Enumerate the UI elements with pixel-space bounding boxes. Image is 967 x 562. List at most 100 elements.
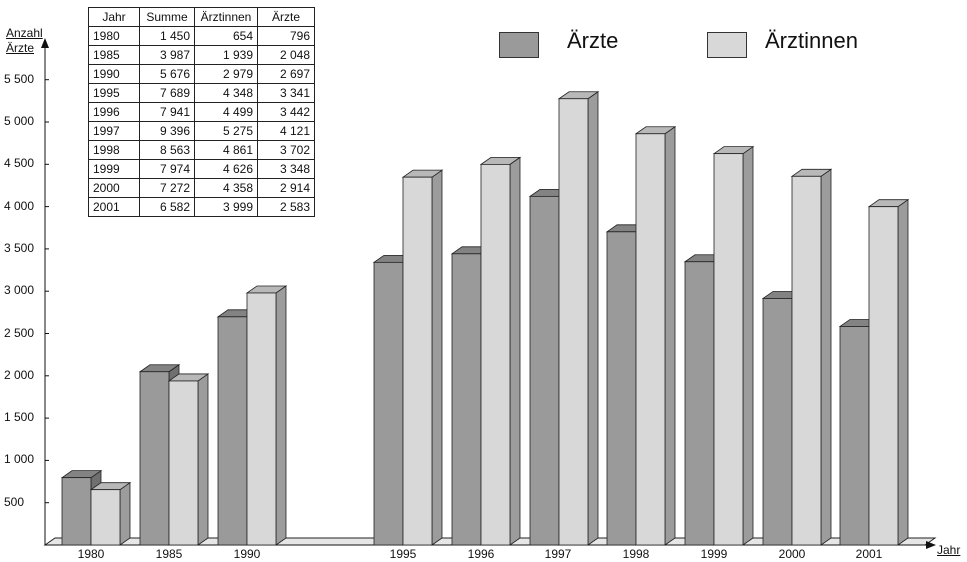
legend-label-aerzte: Ärzte <box>567 28 619 53</box>
y-tick-label: 4 500 <box>4 156 35 171</box>
y-axis-arrow <box>41 38 49 48</box>
table-row: 1990 5 676 2 979 2 697 <box>88 64 315 84</box>
table-cell-jahr: 1995 <box>88 83 140 103</box>
y-tick-label: 5 500 <box>4 71 35 86</box>
y-tick-label: 2 500 <box>4 325 35 340</box>
x-tick-label: 1985 <box>155 547 183 561</box>
table-cell-summe: 6 582 <box>139 197 195 217</box>
table-cell-aerzte: 796 <box>257 26 315 46</box>
bar-aerztinnen-side <box>742 145 754 546</box>
table-cell-aerzte: 3 442 <box>257 102 315 122</box>
bar-aerztinnen-side <box>820 168 832 546</box>
table-cell-summe: 7 689 <box>139 83 195 103</box>
table-cell-aerztinnen: 4 626 <box>194 159 258 179</box>
table-row: 1999 7 974 4 626 3 348 <box>88 159 315 179</box>
table-cell-aerzte: 3 341 <box>257 83 315 103</box>
bar-aerztinnen-side <box>664 125 676 546</box>
table-cell-summe: 1 450 <box>139 26 195 46</box>
data-table: Jahr Summe Ärztinnen Ärzte 1980 1 450 654 7… <box>88 7 315 217</box>
bar-aerztinnen <box>713 153 744 546</box>
table-cell-aerzte: 4 121 <box>257 121 315 141</box>
bar-aerztinnen-side <box>275 285 287 546</box>
table-cell-aerztinnen: 5 275 <box>194 121 258 141</box>
table-cell-jahr: 1999 <box>88 159 140 179</box>
y-axis-label-line1: Anzahl <box>6 26 43 40</box>
y-tick-label: 1 500 <box>4 410 35 425</box>
table-header-summe: Summe <box>139 7 195 27</box>
table-row: 1997 9 396 5 275 4 121 <box>88 121 315 141</box>
bar-aerztinnen <box>246 292 277 546</box>
table-cell-aerzte: 3 348 <box>257 159 315 179</box>
x-tick-label: 1998 <box>622 547 650 561</box>
bar-aerztinnen <box>168 380 199 546</box>
table-row: 2000 7 272 4 358 2 914 <box>88 178 315 198</box>
table-cell-jahr: 1980 <box>88 26 140 46</box>
bar-aerztinnen-side <box>431 169 443 546</box>
table-cell-aerzte: 2 697 <box>257 64 315 84</box>
table-cell-jahr: 1985 <box>88 45 140 65</box>
bar-aerztinnen <box>90 489 121 546</box>
y-tick-label: 2 000 <box>4 367 35 382</box>
table-cell-jahr: 1997 <box>88 121 140 141</box>
bar-aerzte <box>762 298 793 546</box>
y-tick-label: 3 500 <box>4 240 35 255</box>
table-header-aerztinnen: Ärztinnen <box>194 7 258 27</box>
bar-aerzte <box>139 371 170 546</box>
bar-aerzte <box>451 253 482 546</box>
bar-aerztinnen-side <box>197 373 209 546</box>
table-cell-aerzte: 2 583 <box>257 197 315 217</box>
bar-aerzte <box>217 316 248 546</box>
table-row: 1998 8 563 4 861 3 702 <box>88 140 315 160</box>
x-axis-label: Jahr <box>937 543 961 557</box>
y-tick-label: 1 000 <box>4 452 35 467</box>
x-tick-label: 1997 <box>544 547 572 561</box>
table-header-row: Jahr Summe Ärztinnen Ärzte <box>88 7 315 27</box>
x-tick-label: 1995 <box>389 547 417 561</box>
bar-aerztinnen <box>791 175 822 546</box>
x-tick-label: 1980 <box>77 547 105 561</box>
table-cell-aerztinnen: 4 348 <box>194 83 258 103</box>
x-tick-label: 2001 <box>855 547 883 561</box>
legend-swatch-aerzte <box>499 32 539 58</box>
y-tick-label: 4 000 <box>4 198 35 213</box>
table-cell-aerztinnen: 3 999 <box>194 197 258 217</box>
table-cell-summe: 7 272 <box>139 178 195 198</box>
x-tick-label: 1996 <box>467 547 495 561</box>
table-cell-jahr: 1990 <box>88 64 140 84</box>
table-row: 1996 7 941 4 499 3 442 <box>88 102 315 122</box>
table-cell-aerzte: 3 702 <box>257 140 315 160</box>
table-cell-summe: 5 676 <box>139 64 195 84</box>
bar-aerzte <box>606 231 637 546</box>
bar-aerztinnen-side <box>509 156 521 546</box>
table-cell-summe: 9 396 <box>139 121 195 141</box>
table-row: 1995 7 689 4 348 3 341 <box>88 83 315 103</box>
bar-aerztinnen-side <box>897 198 909 546</box>
bar-aerztinnen <box>402 176 433 546</box>
y-tick-label: 5 000 <box>4 114 35 128</box>
bar-aerzte <box>61 477 92 546</box>
bar-aerztinnen <box>558 98 589 546</box>
table-cell-jahr: 2000 <box>88 178 140 198</box>
table-header-aerzte: Ärzte <box>257 7 315 27</box>
table-cell-jahr: 1998 <box>88 140 140 160</box>
table-cell-summe: 7 941 <box>139 102 195 122</box>
x-axis-arrow <box>926 541 936 549</box>
bar-aerzte <box>684 261 715 546</box>
legend-label-aerztinnen: Ärztinnen <box>765 28 858 53</box>
bar-aerzte <box>529 195 560 546</box>
bar-aerztinnen <box>635 133 666 546</box>
table-cell-jahr: 1996 <box>88 102 140 122</box>
table-cell-summe: 3 987 <box>139 45 195 65</box>
x-tick-label: 1999 <box>700 547 728 561</box>
x-tick-label: 1990 <box>233 547 261 561</box>
y-tick-label: 3 000 <box>4 283 35 298</box>
table-cell-summe: 7 974 <box>139 159 195 179</box>
table-row: 1980 1 450 654 796 <box>88 26 315 46</box>
table-cell-aerzte: 2 914 <box>257 178 315 198</box>
table-cell-aerztinnen: 2 979 <box>194 64 258 84</box>
table-cell-aerztinnen: 4 861 <box>194 140 258 160</box>
table-cell-summe: 8 563 <box>139 140 195 160</box>
table-cell-jahr: 2001 <box>88 197 140 217</box>
table-cell-aerztinnen: 4 499 <box>194 102 258 122</box>
table-cell-aerzte: 2 048 <box>257 45 315 65</box>
